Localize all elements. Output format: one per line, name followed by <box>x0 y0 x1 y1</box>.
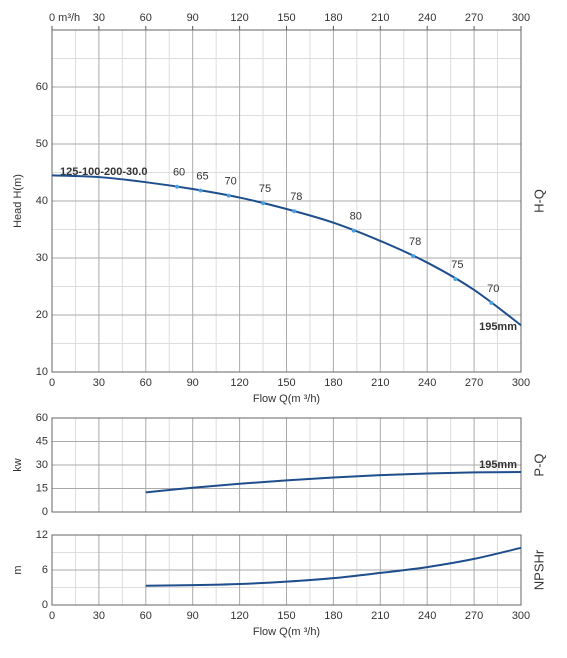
x2-tick-label: 30 <box>93 12 105 24</box>
y-tick-label: 10 <box>36 366 48 378</box>
x-tick-label: 120 <box>230 610 248 622</box>
x-tick-label: 270 <box>465 377 483 389</box>
plot-frame <box>51 29 522 373</box>
efficiency-label: 80 <box>350 210 362 222</box>
x-tick-label: 30 <box>93 377 105 389</box>
efficiency-point <box>198 188 203 193</box>
model-label: 125-100-200-30.0 <box>60 166 147 178</box>
x-axis-title: Flow Q(m ³/h) <box>253 626 320 638</box>
x2-tick-label: 270 <box>465 12 483 24</box>
y-tick-label: 6 <box>42 564 48 576</box>
y-axis-title: Head H(m) <box>12 174 24 228</box>
efficiency-label: 78 <box>409 236 421 248</box>
y-tick-label: 0 <box>42 599 48 611</box>
efficiency-point <box>351 228 356 233</box>
x-tick-label: 240 <box>418 610 436 622</box>
x2-tick-label: 210 <box>371 12 389 24</box>
x-tick-label: 0 <box>49 610 55 622</box>
y-tick-label: 20 <box>36 309 48 321</box>
efficiency-label: 60 <box>173 167 185 179</box>
efficiency-label: 78 <box>290 191 302 203</box>
x-tick-label: 180 <box>324 377 342 389</box>
y-axis-title: kw <box>12 458 24 472</box>
x2-tick-label: 120 <box>230 12 248 24</box>
efficiency-label: 70 <box>225 175 237 187</box>
x-tick-label: 270 <box>465 610 483 622</box>
curve <box>51 174 522 327</box>
curve-type-label: NPSHr <box>531 549 546 590</box>
x-tick-label: 300 <box>512 610 530 622</box>
y-tick-label: 30 <box>36 459 48 471</box>
x2-tick-label: 240 <box>418 12 436 24</box>
x-tick-label: 0 <box>49 377 55 389</box>
y-tick-label: 30 <box>36 252 48 264</box>
curve <box>145 546 522 587</box>
x2-tick-label: 0 m³/h <box>49 12 80 24</box>
y-tick-label: 0 <box>42 506 48 518</box>
x2-tick-label: 180 <box>324 12 342 24</box>
efficiency-point <box>175 184 180 189</box>
x-tick-label: 150 <box>277 377 295 389</box>
curve <box>145 471 522 494</box>
y-axis-title: m <box>12 565 24 574</box>
efficiency-point <box>261 201 266 206</box>
y-tick-label: 45 <box>36 435 48 447</box>
x-tick-label: 210 <box>371 377 389 389</box>
efficiency-label: 70 <box>487 283 499 295</box>
y-tick-label: 40 <box>36 195 48 207</box>
x-tick-label: 60 <box>140 377 152 389</box>
x2-tick-label: 60 <box>140 12 152 24</box>
curve-type-label: H-Q <box>531 189 546 213</box>
curve-type-label: P-Q <box>531 453 546 476</box>
x-tick-label: 300 <box>512 377 530 389</box>
efficiency-point <box>292 209 297 214</box>
y-tick-label: 12 <box>36 529 48 541</box>
x-tick-label: 150 <box>277 610 295 622</box>
x-tick-label: 90 <box>187 377 199 389</box>
x2-tick-label: 90 <box>187 12 199 24</box>
x-tick-label: 60 <box>140 610 152 622</box>
x-axis-title: Flow Q(m ³/h) <box>253 393 320 405</box>
curve-name: 195mm <box>479 459 517 471</box>
y-tick-label: 50 <box>36 138 48 150</box>
curve-name: 195mm <box>479 321 517 333</box>
plot-frame <box>51 417 522 513</box>
efficiency-point <box>453 276 458 281</box>
efficiency-label: 75 <box>451 259 463 271</box>
x-tick-label: 240 <box>418 377 436 389</box>
efficiency-label: 65 <box>196 170 208 182</box>
plot-frame <box>51 534 522 606</box>
y-tick-label: 60 <box>36 81 48 93</box>
efficiency-label: 75 <box>259 183 271 195</box>
x2-tick-label: 150 <box>277 12 295 24</box>
x-tick-label: 90 <box>187 610 199 622</box>
x-tick-label: 180 <box>324 610 342 622</box>
x-tick-label: 210 <box>371 610 389 622</box>
y-tick-label: 60 <box>36 412 48 424</box>
y-tick-label: 15 <box>36 482 48 494</box>
x2-tick-label: 300 <box>512 12 530 24</box>
efficiency-point <box>489 300 494 305</box>
efficiency-point <box>411 254 416 259</box>
efficiency-point <box>226 193 231 198</box>
x-tick-label: 120 <box>230 377 248 389</box>
x-tick-label: 30 <box>93 610 105 622</box>
